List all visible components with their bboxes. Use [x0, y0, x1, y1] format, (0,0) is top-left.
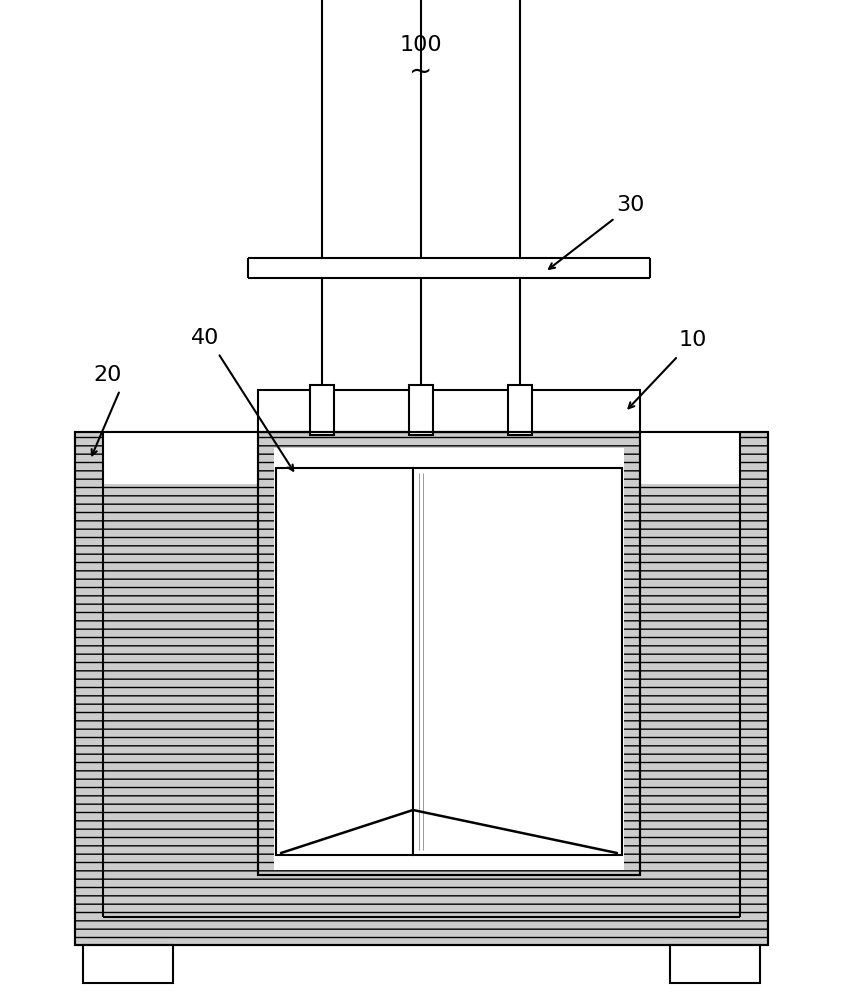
Bar — [75, 432, 768, 945]
Bar — [508, 385, 532, 435]
Bar — [75, 432, 768, 945]
Bar — [103, 432, 258, 484]
Bar — [670, 945, 760, 983]
Bar — [258, 432, 640, 875]
Bar — [413, 468, 622, 855]
Bar — [640, 432, 740, 484]
Bar — [258, 432, 640, 875]
Bar — [83, 945, 173, 983]
Bar — [258, 390, 640, 432]
Text: 20: 20 — [94, 365, 122, 385]
Bar — [310, 385, 334, 435]
Text: ~: ~ — [410, 58, 432, 86]
Text: 10: 10 — [679, 330, 707, 350]
Text: 100: 100 — [400, 35, 443, 55]
Text: 40: 40 — [191, 328, 219, 348]
Text: 30: 30 — [616, 195, 644, 215]
Bar — [409, 385, 433, 435]
Bar — [276, 468, 413, 855]
Bar — [274, 448, 624, 870]
